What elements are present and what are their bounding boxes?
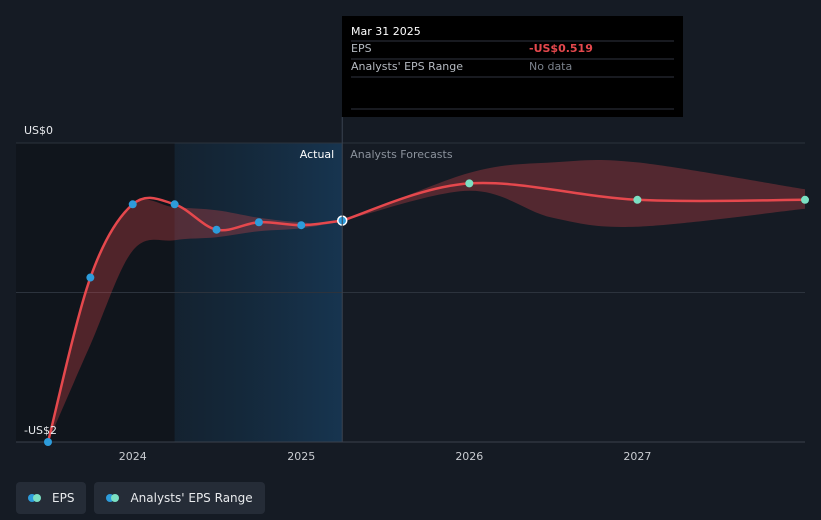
x-tick-label: 2024 [119,450,147,463]
eps-range-legend-swatch-icon [106,494,122,502]
legend-dot-primary [28,494,36,502]
eps-forecast-point[interactable] [801,195,809,204]
eps-legend-swatch-icon [28,494,44,502]
axis-labels: US$0 -US$2 2024 2025 2026 2027 Actual Analysts … [24,124,651,463]
eps-actual-point[interactable] [297,221,306,230]
eps-actual-point[interactable] [86,273,95,282]
eps-actual-point[interactable] [212,225,221,234]
tooltip-row-value: No data [529,60,572,73]
tooltip-box [342,16,683,117]
eps-actual-point[interactable] [254,218,263,227]
eps-forecast-point[interactable] [465,179,474,188]
eps-actual-point[interactable] [170,200,179,209]
legend-dot-secondary [111,494,120,502]
eps-range-area [48,159,805,443]
eps-actual-point[interactable] [128,200,137,209]
eps-points [44,179,809,446]
tooltip-row-label: EPS [351,42,372,55]
forecast-section-label: Analysts Forecasts [350,148,453,161]
x-tick-label: 2025 [287,450,315,463]
legend-dot-primary [106,494,115,502]
y-tick-label: US$0 [24,124,53,137]
eps-range-band [48,159,805,443]
eps-actual-point[interactable] [44,438,52,446]
tooltip-row-value: -US$0.519 [529,42,593,55]
legend-item-eps-range[interactable]: Analysts' EPS Range [94,482,265,514]
legend-dot-secondary [33,494,41,502]
legend-item-eps[interactable]: EPS [16,482,87,514]
x-tick-label: 2027 [623,450,651,463]
legend-label-eps-range: Analysts' EPS Range [130,491,253,505]
y-tick-label: -US$2 [24,424,57,437]
legend: EPS Analysts' EPS Range [16,482,265,514]
tooltip: Mar 31 2025 EPS -US$0.519 Analysts' EPS Ran… [341,16,683,442]
eps-forecast-line [340,181,807,222]
tooltip-row-label: Analysts' EPS Range [351,60,463,73]
eps-forecast-point[interactable] [633,195,642,204]
tooltip-date: Mar 31 2025 [351,25,421,38]
gridlines [16,142,805,443]
x-tick-label: 2026 [455,450,483,463]
legend-label-eps: EPS [52,491,75,505]
actual-section-label: Actual [300,148,334,161]
